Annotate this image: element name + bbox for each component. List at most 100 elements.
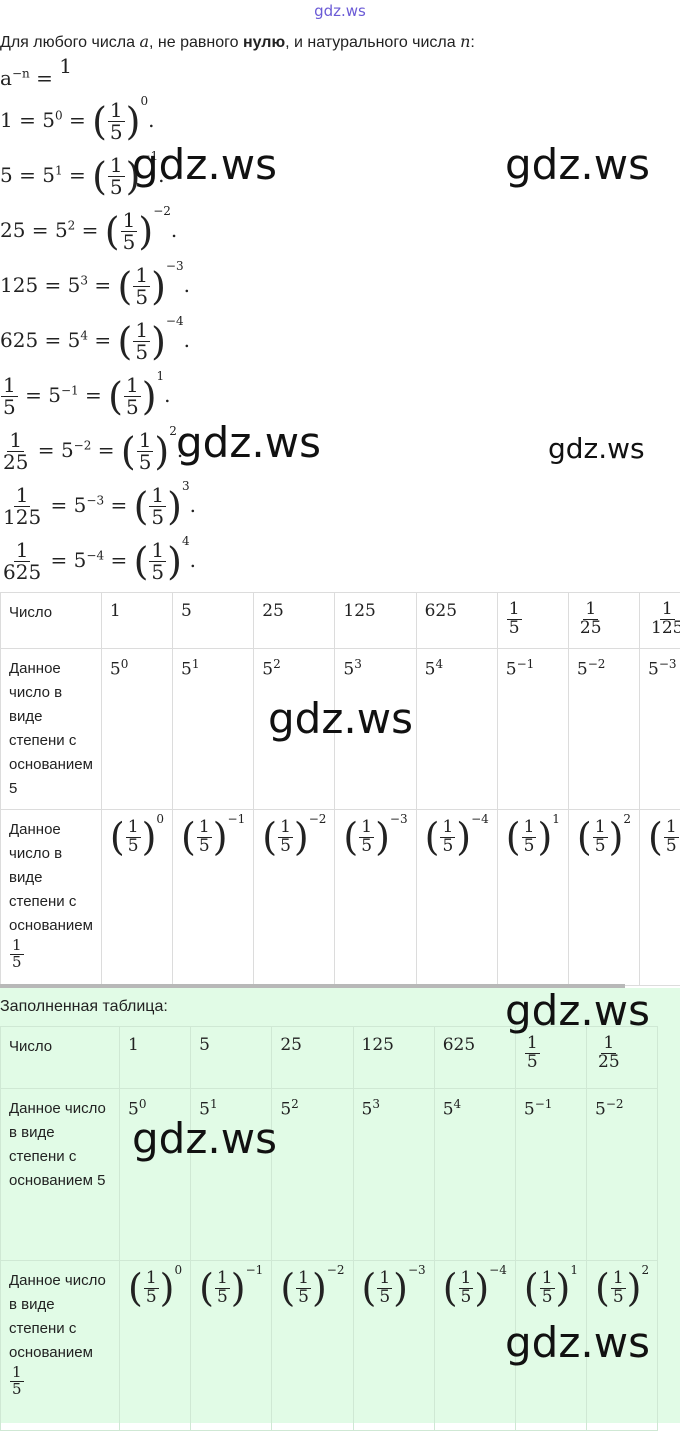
watermark: gdz.ws [505,1318,650,1367]
right-paren: ) [231,1266,246,1310]
base-5: 5 [61,438,74,462]
table-cell: 5 [173,593,254,649]
table-cell: 5−2 [587,1089,658,1261]
table-row: Данное число в виде степени с основанием… [1,810,680,986]
var-a: a [139,32,149,51]
fraction-numerator: 1 [522,819,537,838]
fraction-denominator: 25 [1,452,30,473]
exponent: 2 [623,812,631,826]
period: . [184,273,190,297]
fraction-numerator: 1 [121,210,138,232]
fraction-denominator: 25 [596,1054,622,1072]
period: . [190,493,196,517]
base-5: 5 [110,660,121,680]
number-value: 5 [181,601,192,621]
intro-text: Для любого числа a, не равного нулю, и н… [0,32,475,52]
equals-sign: = [38,273,67,297]
formula-eq: = [36,66,53,90]
table-cell: 5−2 [568,649,639,810]
table-cell: 25 [254,593,335,649]
table-cell: 1 [101,593,172,649]
left-paren: ( [118,320,133,364]
base-5: 5 [68,273,81,297]
equals-sign: = [44,493,73,517]
period: . [184,328,190,352]
exponent: −1 [535,1097,553,1111]
equals-sign: = [63,108,92,132]
intro-middle: , не равного [149,34,243,51]
fraction-denominator: 5 [540,1289,555,1307]
fraction-numerator: 1 [14,485,31,507]
row-label: Данное число в виде степени с основанием… [1,1089,120,1261]
left-paren: ( [118,265,133,309]
exponent: −1 [517,657,535,671]
exponent: 1 [192,657,200,671]
intro-bold: нулю [243,34,285,51]
fraction-numerator: 1 [377,1270,392,1289]
equals-sign: = [13,108,42,132]
fraction-numerator: 1 [664,819,679,838]
fraction-denominator: 5 [664,838,679,856]
table-cell: 5−1 [515,1089,586,1261]
table-cell: 625 [434,1027,515,1089]
table-row: Данное число в виде степени с основанием… [1,1089,658,1261]
fraction-denominator: 5 [359,838,374,856]
row-label-text: Данное число в виде степени с основанием [9,821,93,934]
watermark: gdz.ws [548,432,645,465]
left-paren: ( [134,540,149,584]
fraction-denominator: 5 [137,452,154,473]
exponent: −2 [327,1263,345,1277]
equation-lhs: 625 [0,328,38,352]
exponent: 0 [140,94,148,108]
number-value: 625 [425,601,457,621]
fraction-denominator: 5 [459,1289,474,1307]
base-5: 5 [68,328,81,352]
row-label: Число [1,593,102,649]
table-cell: 625 [416,593,497,649]
fraction-numerator: 1 [149,485,166,507]
exponent: 4 [454,1097,462,1111]
watermark: gdz.ws [505,986,650,1035]
fraction-denominator: 125 [1,507,43,528]
left-paren: ( [262,815,277,859]
period: . [171,218,177,242]
fraction-denominator: 5 [108,122,125,143]
right-paren: ) [160,1266,175,1310]
base-5: 5 [506,660,517,680]
equals-sign: = [88,273,117,297]
exponent: 3 [80,273,88,287]
equals-sign: = [44,548,73,572]
equals-sign: = [91,438,120,462]
fraction-denominator: 125 [649,620,680,638]
left-paren: ( [134,485,149,529]
row-label: Данное число в виде степени с основанием… [1,1261,120,1431]
fraction-denominator: 5 [10,955,24,971]
exponent: 1 [570,1263,578,1277]
equals-sign: = [75,218,104,242]
formula-num: 1 [59,54,72,78]
table-cell: 53 [353,1089,434,1261]
base-5: 5 [48,383,61,407]
right-paren: ) [312,1266,327,1310]
right-paren: ) [393,1266,408,1310]
site-name-header[interactable]: gdz.ws [0,2,680,20]
right-paren: ) [138,210,153,254]
table-cell: 125 [335,593,416,649]
table-cell: 25 [272,1027,353,1089]
exponent: 3 [372,1097,380,1111]
exponent: 4 [435,657,443,671]
